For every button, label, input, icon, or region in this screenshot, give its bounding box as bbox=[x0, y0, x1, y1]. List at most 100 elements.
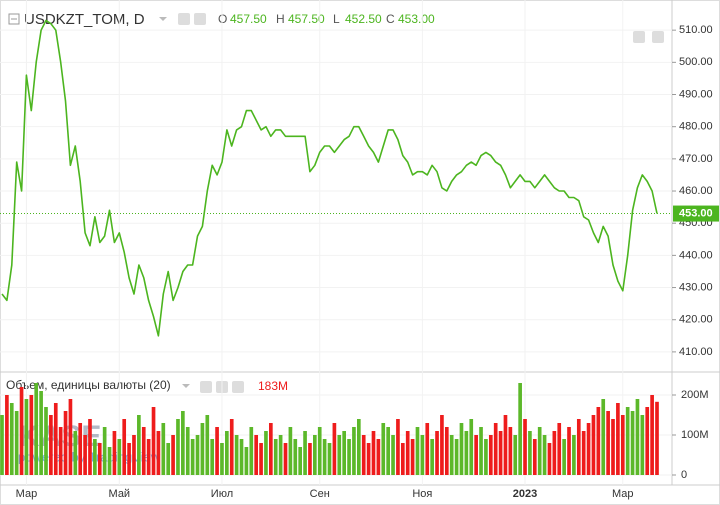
last-price-label: 453.00 bbox=[679, 207, 713, 219]
ohlc-name: H bbox=[276, 12, 285, 26]
volume-bar bbox=[459, 423, 464, 475]
volume-bar bbox=[259, 443, 263, 475]
volume-bar bbox=[371, 431, 376, 475]
volume-bar bbox=[225, 431, 229, 475]
volume-bar bbox=[405, 431, 410, 475]
volume-bar bbox=[220, 443, 224, 475]
volume-bar bbox=[239, 439, 244, 475]
volume-bar bbox=[557, 423, 562, 475]
volume-bar bbox=[552, 431, 557, 475]
y-tick-label: 470.00 bbox=[679, 153, 713, 165]
volume-bar bbox=[234, 435, 239, 475]
volume-bar bbox=[68, 399, 73, 475]
volume-bar bbox=[601, 399, 606, 475]
ohlc-name: L bbox=[333, 12, 340, 26]
volume-bar bbox=[190, 439, 195, 475]
volume-bar bbox=[498, 431, 503, 475]
last-price-box bbox=[673, 205, 719, 222]
volume-bar bbox=[503, 415, 508, 475]
volume-bar bbox=[576, 419, 581, 475]
volume-bar bbox=[572, 435, 576, 475]
volume-bar bbox=[264, 431, 268, 475]
volume-bar bbox=[303, 431, 307, 475]
volume-bar bbox=[146, 439, 151, 475]
volume-bar bbox=[93, 439, 97, 475]
volume-bar bbox=[166, 443, 171, 475]
volume-bar bbox=[283, 443, 288, 475]
volume-bar bbox=[508, 427, 513, 475]
volume-last-label: 183M bbox=[258, 379, 288, 393]
collapse-icon[interactable] bbox=[8, 13, 20, 25]
menu-icon[interactable] bbox=[652, 31, 664, 43]
volume-bar bbox=[542, 435, 547, 475]
volume-bar bbox=[606, 411, 610, 475]
settings-icon[interactable] bbox=[194, 13, 206, 25]
volume-bar bbox=[117, 439, 122, 475]
y-tick-label: 440.00 bbox=[679, 249, 713, 261]
volume-title: Объем, единицы валюты (20) bbox=[6, 378, 171, 392]
volume-bar bbox=[547, 443, 552, 475]
volume-bar bbox=[176, 419, 180, 475]
volume-bar bbox=[625, 407, 630, 475]
y-tick-label: 0 bbox=[681, 469, 687, 481]
volume-bar bbox=[9, 403, 14, 475]
volume-bar bbox=[567, 427, 571, 475]
volume-bar bbox=[396, 419, 400, 475]
y-tick-label: 480.00 bbox=[679, 121, 713, 133]
volume-bar bbox=[493, 423, 498, 475]
volume-bar bbox=[347, 439, 351, 475]
volume-bar bbox=[254, 435, 259, 475]
volume-bar bbox=[327, 443, 332, 475]
volume-bar bbox=[484, 439, 488, 475]
dropdown-icon[interactable] bbox=[182, 384, 190, 388]
x-tick-label: Мар bbox=[16, 488, 38, 500]
volume-bar bbox=[645, 407, 650, 475]
volume-bar bbox=[435, 431, 439, 475]
volume-bar bbox=[44, 407, 48, 475]
eye-icon[interactable] bbox=[178, 13, 190, 25]
x-tick-label: Июл bbox=[211, 488, 233, 500]
volume-bar bbox=[288, 427, 293, 475]
volume-bar bbox=[444, 427, 449, 475]
volume-bar bbox=[58, 427, 63, 475]
volume-bar bbox=[449, 435, 454, 475]
ohlc-value: 457.50 bbox=[288, 12, 325, 26]
volume-bar bbox=[317, 427, 322, 475]
volume-bar bbox=[391, 435, 395, 475]
arrow-icon[interactable] bbox=[633, 31, 645, 43]
volume-bar bbox=[39, 391, 43, 475]
volume-bar bbox=[278, 435, 283, 475]
volume-bar bbox=[454, 439, 459, 475]
volume-bar bbox=[352, 427, 356, 475]
y-tick-label: 420.00 bbox=[679, 314, 713, 326]
eye-icon[interactable] bbox=[200, 381, 212, 393]
price-line bbox=[1, 19, 658, 337]
volume-bar bbox=[14, 411, 19, 475]
close-icon[interactable] bbox=[232, 381, 244, 393]
volume-bar bbox=[356, 419, 361, 475]
y-tick-label: 430.00 bbox=[679, 281, 713, 293]
y-tick-label: 510.00 bbox=[679, 24, 713, 36]
volume-bar bbox=[479, 427, 483, 475]
ohlc-name: O bbox=[218, 12, 227, 26]
volume-bar bbox=[586, 423, 591, 475]
y-tick-label: 200M bbox=[681, 389, 709, 401]
ohlc-name: C bbox=[386, 12, 395, 26]
x-tick-label: Мар bbox=[612, 488, 634, 500]
volume-bar bbox=[581, 431, 586, 475]
y-tick-label: 460.00 bbox=[679, 185, 713, 197]
volume-bar bbox=[430, 439, 434, 475]
volume-bar bbox=[244, 447, 249, 475]
volume-bar bbox=[655, 401, 659, 475]
y-tick-label: 410.00 bbox=[679, 346, 713, 358]
volume-bar bbox=[518, 383, 522, 475]
volume-bar bbox=[469, 419, 474, 475]
dropdown-icon[interactable] bbox=[159, 17, 167, 21]
volume-bar bbox=[650, 395, 654, 475]
ohlc-value: 457.50 bbox=[230, 12, 267, 26]
volume-bar bbox=[464, 431, 469, 475]
volume-bar bbox=[269, 423, 273, 475]
volume-bar bbox=[0, 415, 4, 475]
volume-bar bbox=[5, 395, 9, 475]
